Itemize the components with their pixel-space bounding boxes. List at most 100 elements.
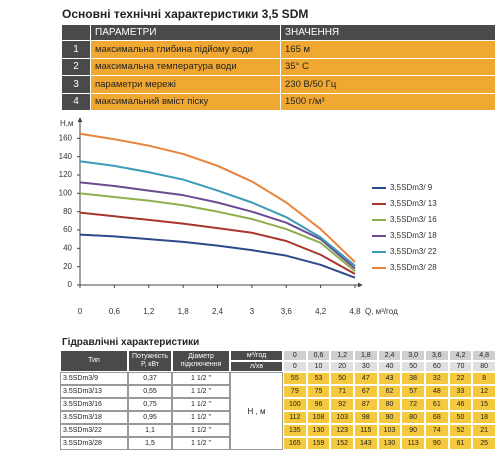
head-value: 38 (401, 372, 425, 385)
flow-value: 0 (283, 350, 307, 361)
flow-value: 80 (472, 361, 496, 372)
y-tick-label: 120 (59, 170, 73, 179)
row-power: 0,37 (128, 372, 172, 385)
flow-value: 0,6 (306, 350, 331, 361)
head-value: 32 (425, 372, 449, 385)
flow-value: 30 (354, 361, 378, 372)
head-value: 74 (425, 424, 449, 437)
flow-value: 10 (306, 361, 331, 372)
head-value: 15 (472, 398, 496, 411)
x-tick-label: 0 (78, 307, 83, 316)
spec-param: максимальна температура води (90, 58, 280, 75)
series-line (79, 181, 356, 270)
row-type: 3.5SDm3/18 (60, 411, 128, 424)
head-value: 18 (472, 411, 496, 424)
flow-value: 1,8 (354, 350, 378, 361)
spec-header: ЗНАЧЕННЯ (280, 25, 495, 40)
head-value: 61 (425, 398, 449, 411)
head-value: 108 (306, 411, 331, 424)
flow-unit: л/хв (230, 361, 283, 372)
legend-label: 3,5SDm3/ 13 (390, 199, 437, 208)
y-tick-label: 0 (68, 280, 73, 289)
row-type: 3.5SDm3/28 (60, 437, 128, 450)
y-tick-label: 20 (63, 262, 72, 271)
head-value: 123 (330, 424, 354, 437)
head-value: 103 (330, 411, 354, 424)
row-type: 3.5SDm3/22 (60, 424, 128, 437)
y-tick-label: 100 (59, 188, 73, 197)
flow-value: 40 (377, 361, 402, 372)
head-value: 135 (283, 424, 307, 437)
series-line (79, 211, 356, 275)
x-axis-label: Q, м³/год (365, 307, 398, 316)
head-value: 48 (425, 385, 449, 398)
head-value: 80 (401, 411, 425, 424)
head-value: 113 (401, 437, 425, 450)
row-diameter: 1 1/2 " (172, 398, 230, 411)
flow-value: 60 (425, 361, 449, 372)
flow-value: 1,2 (330, 350, 354, 361)
head-value: 25 (472, 437, 496, 450)
legend-label: 3,5SDm3/ 22 (390, 247, 437, 256)
head-value: 96 (306, 398, 331, 411)
spec-value: 1500 г/м³ (280, 93, 495, 110)
head-value: 46 (448, 398, 473, 411)
hydraulic-title: Гідравлічні характеристики (62, 336, 200, 348)
spec-header: ПАРАМЕТРИ (90, 25, 280, 40)
head-value: 159 (306, 437, 331, 450)
spec-header-num (62, 25, 90, 40)
head-value: 43 (377, 372, 402, 385)
spec-param: максимальна глибина підйому води (90, 41, 280, 58)
head-value: 55 (283, 372, 307, 385)
series-line (79, 132, 356, 263)
x-tick-label: 1,2 (143, 307, 155, 316)
head-value: 80 (377, 398, 402, 411)
legend-label: 3,5SDm3/ 18 (390, 231, 437, 240)
head-value: 12 (472, 385, 496, 398)
head-value: 50 (448, 411, 473, 424)
y-tick-label: 60 (63, 225, 72, 234)
table-header: Тип (60, 350, 128, 372)
flow-value: 2,4 (377, 350, 402, 361)
row-diameter: 1 1/2 " (172, 437, 230, 450)
row-diameter: 1 1/2 " (172, 411, 230, 424)
head-value: 75 (306, 385, 331, 398)
head-value: 50 (330, 372, 354, 385)
x-tick-label: 1,8 (178, 307, 190, 316)
head-label: Н , м (230, 372, 283, 450)
head-value: 112 (283, 411, 307, 424)
head-value: 68 (425, 411, 449, 424)
head-value: 79 (283, 385, 307, 398)
x-tick-label: 4,2 (315, 307, 327, 316)
y-tick-label: 160 (59, 133, 73, 142)
row-diameter: 1 1/2 " (172, 372, 230, 385)
head-value: 57 (401, 385, 425, 398)
head-value: 53 (306, 372, 331, 385)
flow-value: 20 (330, 361, 354, 372)
head-value: 90 (425, 437, 449, 450)
row-type: 3.5SDm3/9 (60, 372, 128, 385)
y-tick-label: 140 (59, 152, 73, 161)
flow-value: 50 (401, 361, 425, 372)
spec-num: 2 (62, 58, 90, 75)
head-value: 152 (330, 437, 354, 450)
flow-value: 4,8 (472, 350, 496, 361)
head-value: 21 (472, 424, 496, 437)
head-value: 130 (377, 437, 402, 450)
x-tick-label: 4,8 (349, 307, 361, 316)
head-value: 22 (448, 372, 473, 385)
head-value: 100 (283, 398, 307, 411)
legend-label: 3,5SDm3/ 16 (390, 215, 437, 224)
spec-param: максимальний вміст піску (90, 93, 280, 110)
table-header: Потужність Р, кВт (128, 350, 172, 372)
flow-value: 70 (448, 361, 473, 372)
head-value: 71 (330, 385, 354, 398)
spec-num: 1 (62, 41, 90, 58)
y-tick-label: 40 (63, 243, 72, 252)
flow-value: 0 (283, 361, 307, 372)
series-line (79, 160, 356, 267)
spec-num: 3 (62, 76, 90, 93)
head-value: 103 (377, 424, 402, 437)
head-value: 98 (354, 411, 378, 424)
